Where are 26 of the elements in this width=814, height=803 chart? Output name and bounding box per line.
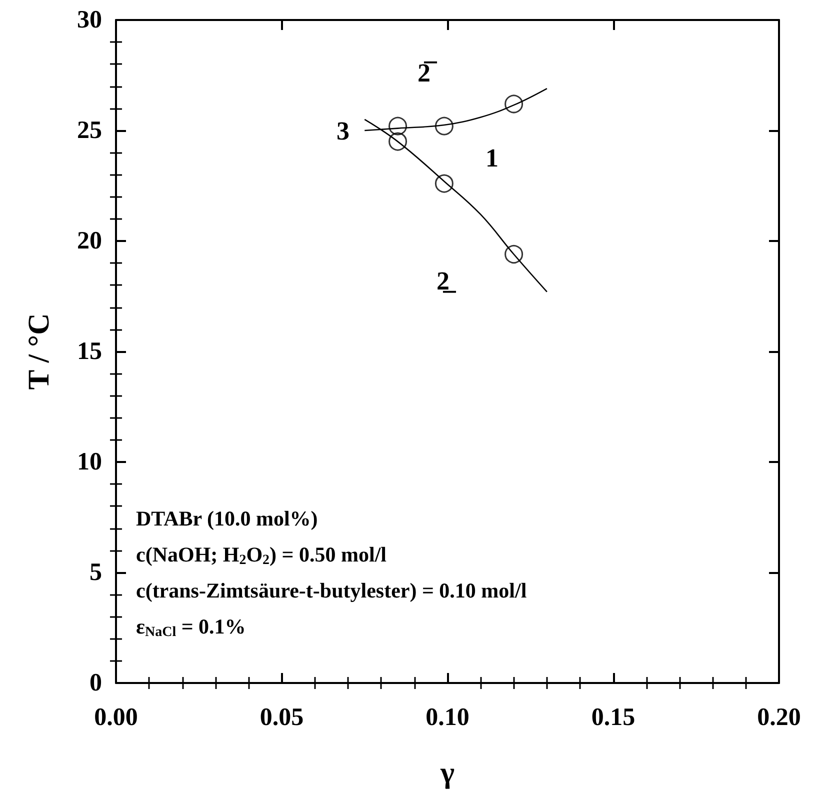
x-tick-label: 0.10 xyxy=(426,704,470,731)
x-tick-label: 0.20 xyxy=(757,704,801,731)
y-axis-title: T / °C xyxy=(22,313,56,390)
y-tick-label: 20 xyxy=(77,228,102,254)
y-tick-label: 25 xyxy=(77,117,102,144)
annotation: 2̅ xyxy=(418,58,438,88)
point xyxy=(388,132,408,151)
y-tick-label: 15 xyxy=(77,338,102,365)
annotation: DTABr (10.0 mol%) xyxy=(136,506,318,530)
point xyxy=(504,245,524,264)
point xyxy=(504,94,524,114)
annotation: 2̲ xyxy=(436,266,456,296)
annotation: 3 xyxy=(336,116,350,146)
y-tick-label: 30 xyxy=(77,6,102,34)
x-tick-label: 0.05 xyxy=(260,704,304,731)
y-tick-label: 5 xyxy=(90,559,102,586)
point xyxy=(434,116,454,136)
point xyxy=(434,174,454,193)
annotation: c(trans-Zimtsäure-t-butylester) = 0.10 mol/l xyxy=(136,578,527,602)
x-tick-label: 0.15 xyxy=(591,704,636,731)
annotation: 1 xyxy=(486,144,498,172)
x-tick-label: 0.00 xyxy=(94,704,138,731)
y-tick-label: 10 xyxy=(77,448,102,476)
point xyxy=(388,116,408,136)
x-axis-title: γ xyxy=(439,756,455,790)
y-tick-label: 0 xyxy=(90,670,102,696)
